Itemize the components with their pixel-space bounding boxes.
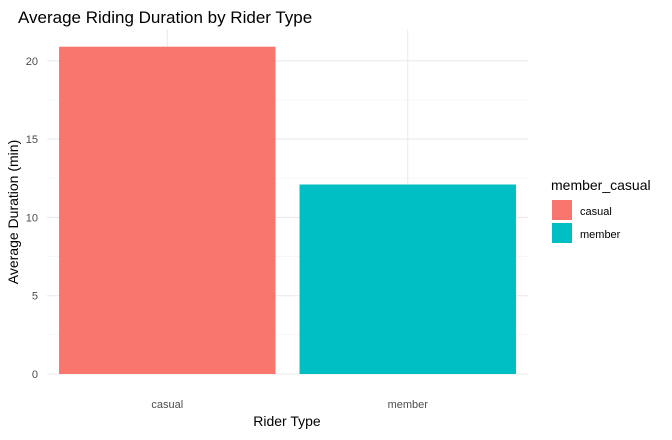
legend-label-casual: casual bbox=[580, 206, 612, 218]
y-axis: 0 5 10 15 20 bbox=[26, 56, 38, 381]
x-tick-label: casual bbox=[151, 399, 183, 411]
bar-member bbox=[299, 184, 516, 374]
y-axis-title: Average Duration (min) bbox=[5, 140, 21, 284]
x-axis-title: Rider Type bbox=[253, 413, 321, 429]
y-tick-label: 5 bbox=[32, 291, 38, 303]
y-tick-label: 15 bbox=[26, 134, 38, 146]
chart-title: Average Riding Duration by Rider Type bbox=[18, 8, 312, 27]
legend-label-member: member bbox=[580, 229, 621, 241]
legend-title: member_casual bbox=[551, 177, 651, 193]
legend-swatch-member bbox=[552, 223, 572, 243]
bar-casual bbox=[59, 46, 276, 375]
x-tick-label: member bbox=[388, 399, 429, 411]
y-tick-label: 20 bbox=[26, 56, 38, 68]
bars bbox=[59, 46, 516, 375]
x-axis: casual member bbox=[151, 399, 428, 411]
legend: member_casual casual member bbox=[551, 177, 651, 243]
legend-items: casual member bbox=[552, 200, 621, 243]
y-tick-label: 10 bbox=[26, 212, 38, 224]
y-tick-label: 0 bbox=[32, 369, 38, 381]
legend-swatch-casual bbox=[552, 200, 572, 220]
